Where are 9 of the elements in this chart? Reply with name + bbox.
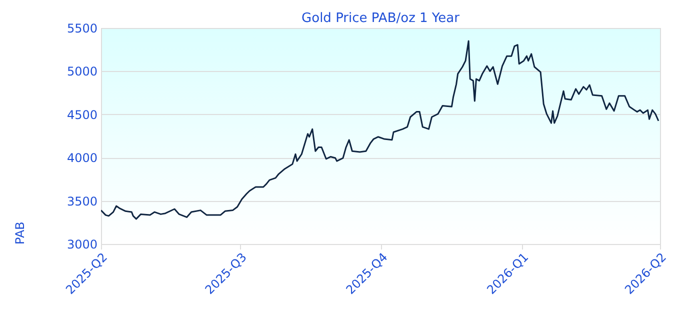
chart-title: Gold Price PAB/oz 1 Year xyxy=(302,11,460,26)
y-tick-label: 4500 xyxy=(66,108,98,122)
y-tick-label: 5500 xyxy=(66,22,98,36)
y-tick-label: 3000 xyxy=(66,238,98,252)
y-axis-title: PAB xyxy=(12,222,27,244)
y-tick-label: 3500 xyxy=(66,194,98,208)
y-tick-label: 5000 xyxy=(66,64,98,79)
y-tick-label: 4000 xyxy=(66,151,98,166)
line-series xyxy=(101,40,660,220)
